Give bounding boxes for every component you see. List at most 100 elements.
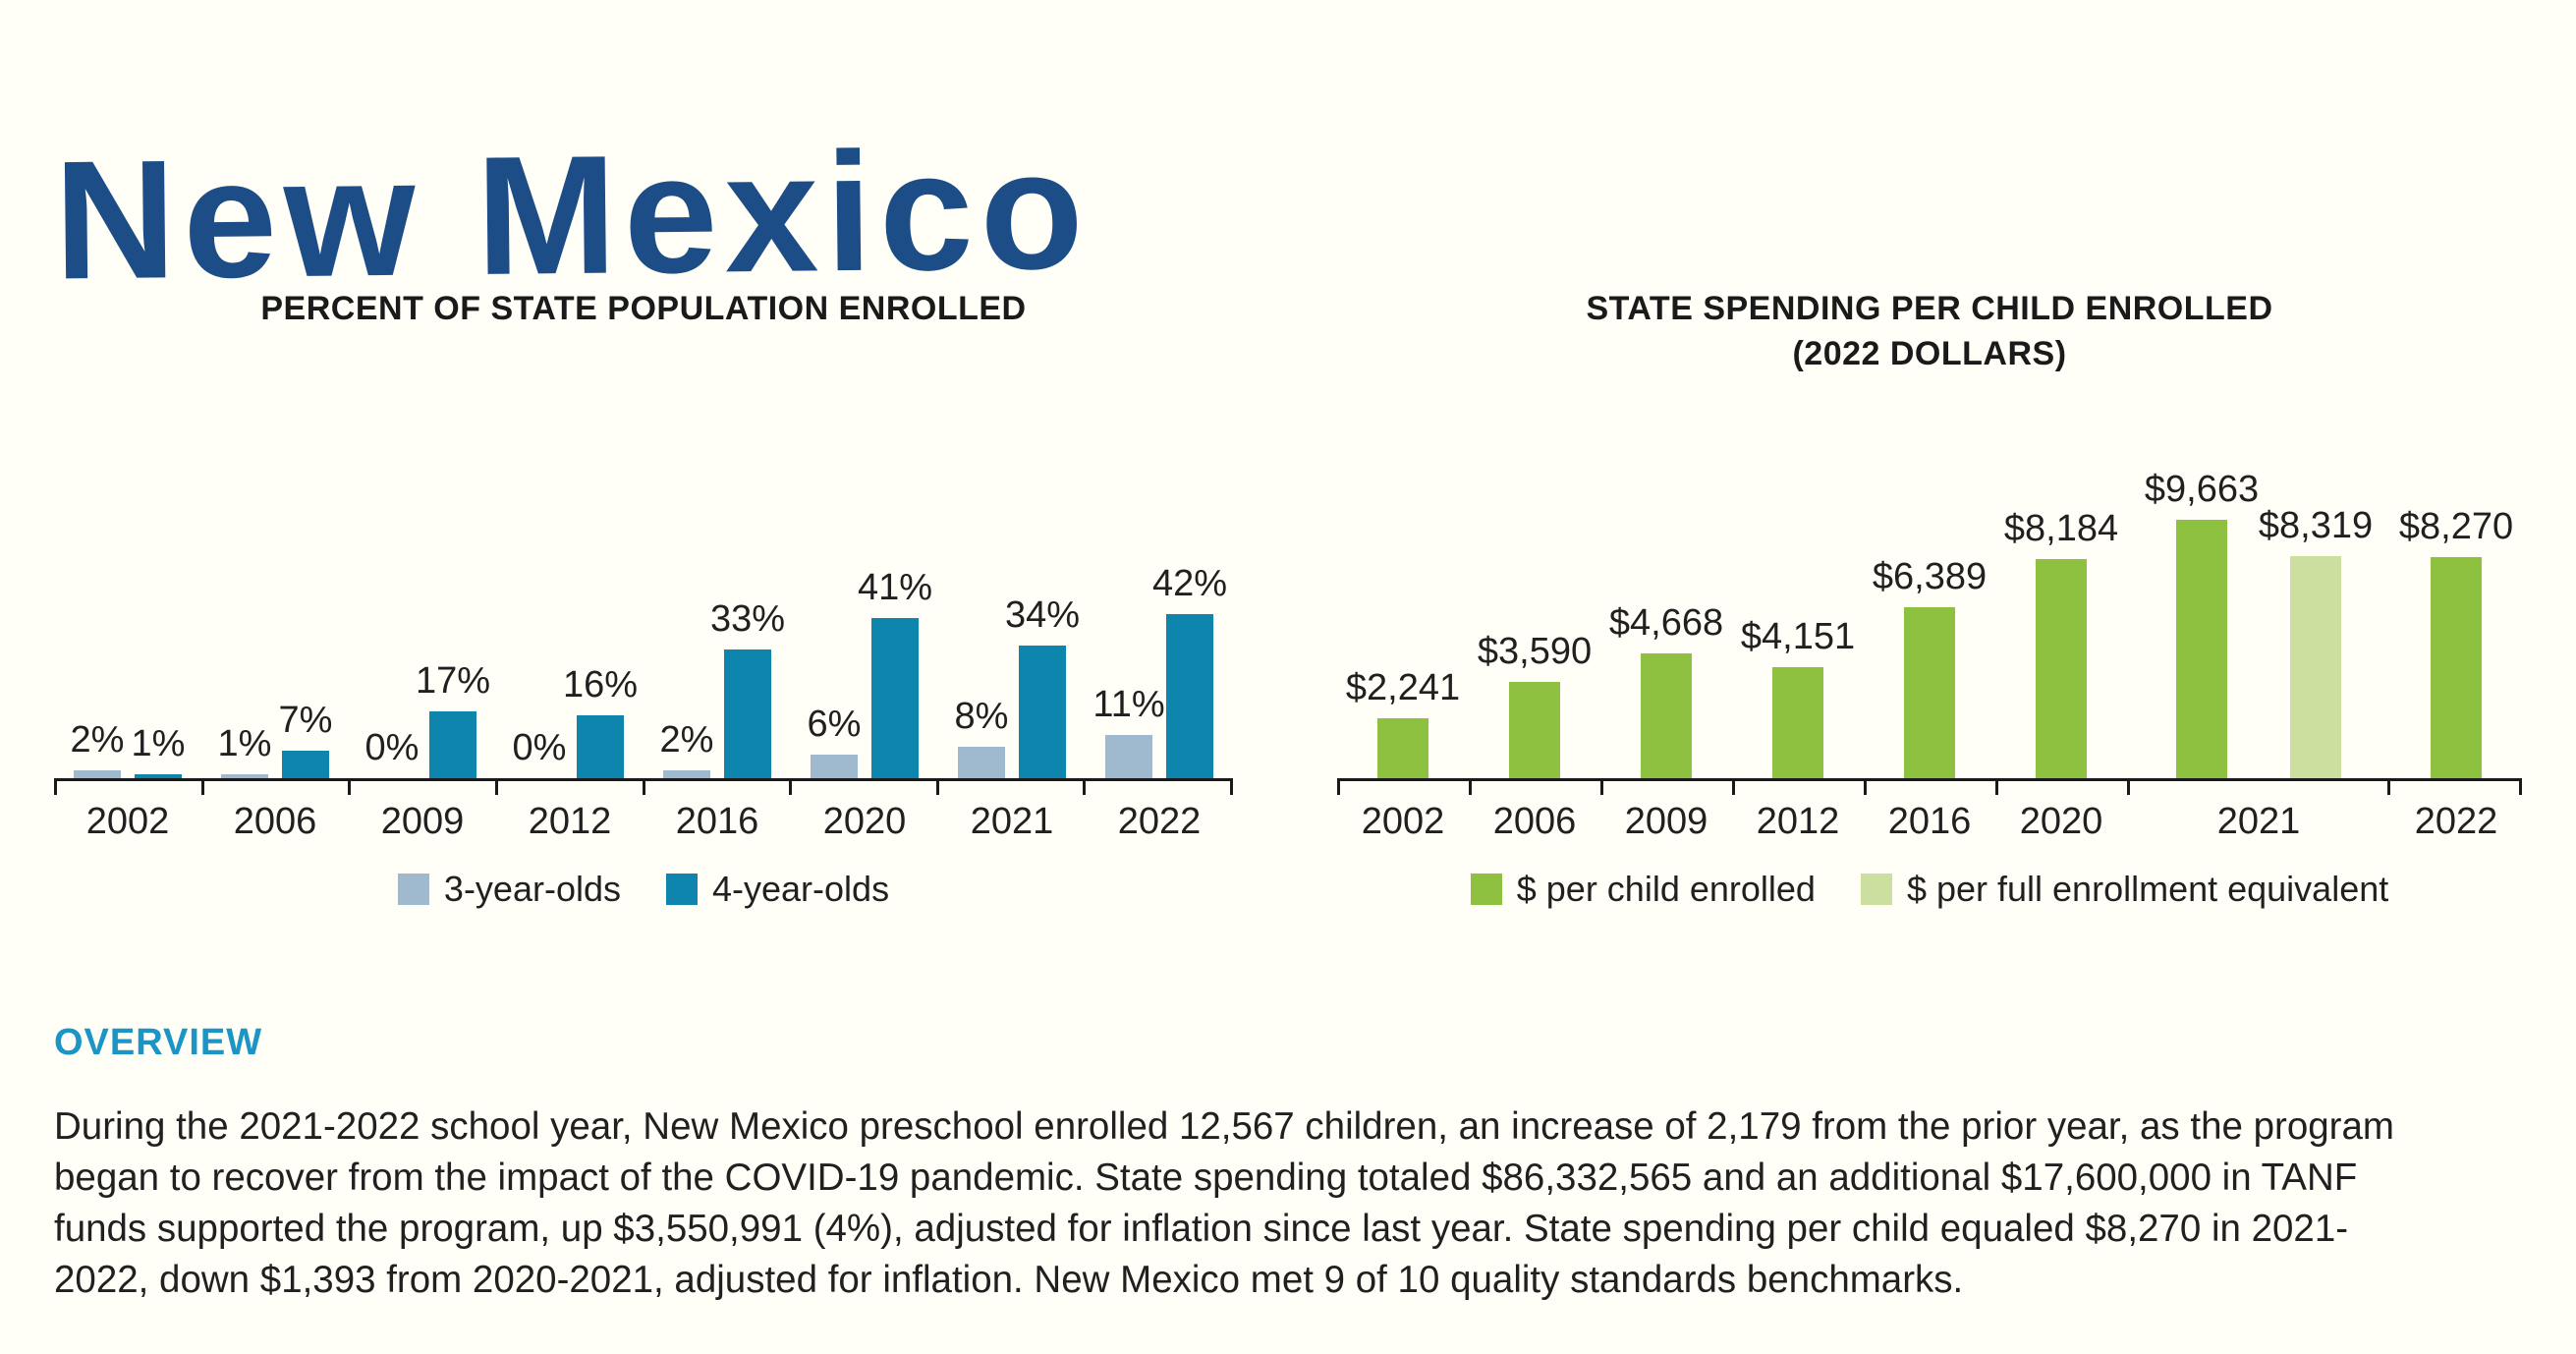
- bar-value-label: 6%: [807, 704, 862, 745]
- bar-2021-per-child-enrolled: $9,663: [2145, 469, 2259, 778]
- bar-2016-3-year-olds: 2%: [660, 719, 713, 778]
- bar-group-2012: 0% 16%: [496, 664, 644, 778]
- bar-2006-4-year-olds: 7%: [279, 700, 332, 778]
- axis-tick: [54, 781, 204, 795]
- enrollment-chart-title-text: PERCENT OF STATE POPULATION ENROLLED: [260, 290, 1027, 327]
- bar-value-label: 34%: [1004, 594, 1081, 636]
- bar-2022-3-year-olds: 11%: [1092, 684, 1165, 778]
- bar-value-label: 16%: [562, 664, 639, 705]
- spending-x-axis: [1337, 781, 2522, 795]
- bar-value-label: 2%: [70, 719, 125, 761]
- x-axis-label-2020: 2020: [2019, 801, 2103, 842]
- axis-tick: [2130, 781, 2390, 795]
- axis-tick: [1337, 781, 1472, 795]
- axis-tick: [939, 781, 1087, 795]
- state-title: New Mexico: [53, 115, 1092, 315]
- bar-group-2022: $8,270: [2390, 506, 2522, 778]
- enrollment-chart-title: PERCENT OF STATE POPULATION ENROLLED: [54, 287, 1233, 385]
- bar-group-2021: 8% 34%: [938, 594, 1086, 778]
- bar-group-2009: 0% 17%: [349, 660, 496, 778]
- axis-tick: [1603, 781, 1735, 795]
- legend-swatch-4-year-olds: [666, 874, 698, 905]
- enrollment-plot-area: 2% 1% 1% 7% 0% 17% 0% 16% 2% 33% 6% 41% 8% 34% 11% 42%: [54, 385, 1233, 781]
- axis-tick: [1867, 781, 1998, 795]
- bar-value-label: 33%: [709, 598, 786, 640]
- x-axis-label-2021: 2021: [970, 801, 1054, 842]
- axis-tick: [1998, 781, 2130, 795]
- legend-item-3-year-olds: 3-year-olds: [397, 869, 621, 910]
- bar-2020-3-year-olds: 6%: [808, 704, 861, 778]
- bar-2020-per-child-enrolled: $8,184: [2004, 508, 2118, 778]
- bar-group-2020: $8,184: [1995, 508, 2127, 778]
- bar-value-label: $8,184: [2003, 508, 2119, 549]
- spending-legend: $ per child enrolled $ per full enrollmen…: [1337, 869, 2522, 910]
- overview-heading: OVERVIEW: [54, 1022, 263, 1063]
- bar-group-2021: $9,663 $8,319: [2127, 469, 2390, 778]
- spending-chart-title-line1: STATE SPENDING PER CHILD ENROLLED: [1586, 290, 2273, 327]
- x-axis-label-2021: 2021: [2216, 801, 2301, 842]
- bar-value-label: $4,668: [1608, 602, 1724, 644]
- bar-value-label: 2%: [659, 719, 714, 761]
- bar-2016-4-year-olds: 33%: [710, 598, 785, 778]
- spending-x-axis-labels: 2002 2006 2009 2012 2016 2020 2021 2022: [1337, 801, 2522, 843]
- enrollment-x-axis: [54, 781, 1233, 795]
- spending-chart-title: STATE SPENDING PER CHILD ENROLLED (2022 …: [1337, 287, 2522, 385]
- bar-value-label: 42%: [1151, 563, 1228, 604]
- enrollment-chart: PERCENT OF STATE POPULATION ENROLLED 2% 1…: [54, 287, 1233, 910]
- legend-label-4-year-olds: 4-year-olds: [712, 869, 890, 909]
- bar-group-2022: 11% 42%: [1086, 563, 1233, 778]
- bar-group-2002: $2,241: [1337, 667, 1469, 778]
- bar-2006-3-year-olds: 1%: [218, 723, 271, 778]
- bar-group-2002: 2% 1%: [54, 719, 201, 778]
- bar-2022-4-year-olds: 42%: [1152, 563, 1227, 778]
- x-axis-label-2009: 2009: [1624, 801, 1708, 842]
- x-axis-label-2020: 2020: [822, 801, 907, 842]
- overview-section: OVERVIEW During the 2021-2022 school yea…: [54, 985, 2432, 1344]
- legend-label-per-full-enrollment-equivalent: $ per full enrollment equivalent: [1906, 869, 2389, 909]
- bar-value-label: $8,319: [2258, 505, 2374, 546]
- bar-2021-4-year-olds: 34%: [1005, 594, 1080, 778]
- x-axis-label-2012: 2012: [528, 801, 612, 842]
- bar-value-label: 7%: [278, 700, 333, 741]
- axis-tick: [1735, 781, 1867, 795]
- overview-body: During the 2021-2022 school year, New Me…: [54, 1105, 2394, 1301]
- legend-swatch-per-full-enrollment-equivalent: [1860, 874, 1892, 905]
- bar-value-label: 8%: [954, 696, 1009, 737]
- x-axis-label-2006: 2006: [1492, 801, 1577, 842]
- bar-group-2016: $6,389: [1864, 556, 1995, 778]
- bar-value-label: $4,151: [1740, 616, 1856, 657]
- bar-group-2016: 2% 33%: [644, 598, 791, 778]
- bar-2009-per-child-enrolled: $4,668: [1609, 602, 1723, 778]
- axis-tick: [2390, 781, 2522, 795]
- bar-2012-per-child-enrolled: $4,151: [1741, 616, 1855, 778]
- x-axis-label-2009: 2009: [380, 801, 465, 842]
- x-axis-label-2016: 2016: [675, 801, 759, 842]
- bar-2022-per-child-enrolled: $8,270: [2399, 506, 2513, 778]
- axis-tick: [645, 781, 793, 795]
- bar-value-label: 41%: [857, 567, 933, 608]
- x-axis-label-2002: 2002: [1361, 801, 1445, 842]
- spending-plot-area: $2,241 $3,590 $4,668 $4,151 $6,389 $8,184 $9,6…: [1337, 385, 2522, 781]
- bar-value-label: $6,389: [1872, 556, 1988, 597]
- spending-chart: STATE SPENDING PER CHILD ENROLLED (2022 …: [1337, 287, 2522, 910]
- legend-label-per-child-enrolled: $ per child enrolled: [1516, 869, 1816, 909]
- x-axis-label-2012: 2012: [1756, 801, 1840, 842]
- axis-tick: [1472, 781, 1603, 795]
- bar-value-label: $3,590: [1477, 631, 1593, 672]
- enrollment-x-axis-labels: 2002 2006 2009 2012 2016 2020 2021 2022: [54, 801, 1233, 843]
- x-axis-label-2022: 2022: [2414, 801, 2498, 842]
- bar-2002-per-child-enrolled: $2,241: [1346, 667, 1460, 778]
- bar-group-2012: $4,151: [1732, 616, 1864, 778]
- legend-item-per-child-enrolled: $ per child enrolled: [1470, 869, 1816, 910]
- bar-group-2006: 1% 7%: [201, 700, 349, 778]
- bar-2006-per-child-enrolled: $3,590: [1478, 631, 1592, 778]
- charts-row: PERCENT OF STATE POPULATION ENROLLED 2% 1…: [54, 287, 2522, 910]
- legend-item-4-year-olds: 4-year-olds: [666, 869, 889, 910]
- bar-2002-4-year-olds: 1%: [132, 723, 185, 778]
- legend-item-per-full-enrollment-equivalent: $ per full enrollment equivalent: [1860, 869, 2389, 910]
- bar-value-label: 1%: [131, 723, 186, 764]
- bar-value-label: 17%: [415, 660, 491, 702]
- bar-value-label: 11%: [1092, 684, 1165, 725]
- bar-group-2020: 6% 41%: [791, 567, 938, 778]
- bar-value-label: $8,270: [2398, 506, 2514, 547]
